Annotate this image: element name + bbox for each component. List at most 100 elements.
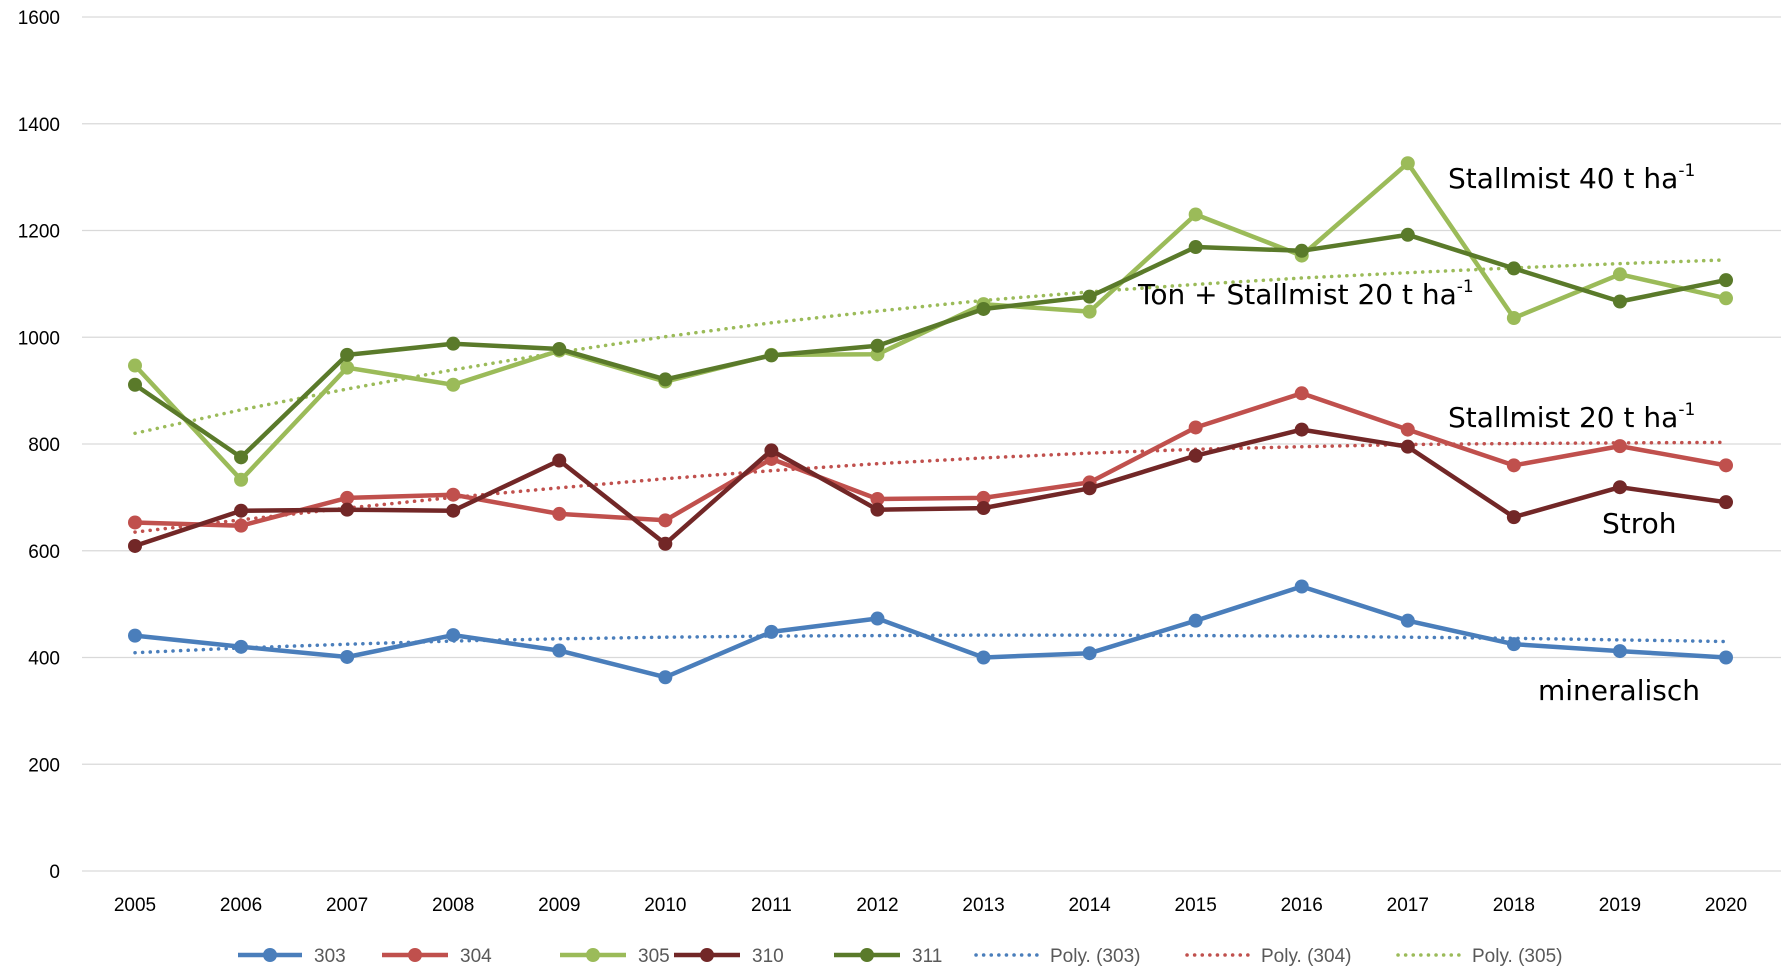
data-point: [234, 518, 249, 533]
data-point: [1506, 261, 1521, 276]
data-point: [1294, 386, 1309, 401]
x-tick-label: 2011: [751, 895, 792, 916]
data-point: [128, 538, 142, 553]
data-point: [340, 490, 355, 505]
data-point: [1612, 267, 1627, 282]
data-point: [1082, 481, 1097, 496]
data-point: [1082, 289, 1097, 304]
data-point: [1188, 207, 1203, 222]
data-point: [340, 649, 355, 664]
series-line: [134, 391, 1727, 528]
y-tick-label: 600: [28, 542, 60, 563]
data-point: [234, 639, 249, 654]
data-point: [764, 624, 779, 639]
x-tick-label: 2009: [538, 895, 580, 916]
data-point: [1188, 420, 1203, 435]
series-line: [134, 427, 1727, 549]
y-tick-label: 400: [28, 649, 60, 670]
x-tick-label: 2012: [856, 895, 898, 916]
legend-item-Poly. (303): Poly. (303): [974, 946, 1140, 967]
x-tick-label: 2016: [1281, 895, 1323, 916]
data-point: [128, 515, 142, 530]
data-point: [1400, 439, 1415, 454]
x-tick-label: 2010: [644, 895, 686, 916]
legend-item-305: 305: [560, 946, 670, 967]
data-point: [1294, 579, 1309, 594]
annotation-mineralisch: mineralisch: [1538, 674, 1700, 707]
data-point: [234, 503, 249, 518]
y-tick-label: 1200: [18, 222, 60, 243]
data-point: [1612, 294, 1627, 309]
x-tick-label: 2020: [1705, 895, 1747, 916]
data-point: [1188, 240, 1203, 255]
x-axis-ticks: 2005 2006 2007 2008 2009 2010 2011 2012 2013 2014…: [114, 895, 1747, 916]
x-tick-label: 2017: [1387, 895, 1429, 916]
data-point: [128, 358, 142, 373]
data-point: [1719, 495, 1733, 510]
y-tick-label: 200: [28, 755, 60, 776]
data-point: [128, 628, 142, 643]
trendline-6: [133, 440, 1728, 534]
trendline-7: [133, 258, 1728, 436]
data-point: [658, 372, 673, 387]
series-303: [128, 579, 1733, 685]
legend-marker: [586, 948, 600, 962]
data-point: [552, 453, 567, 468]
annotation-ton-stallmist-20: Ton + Stallmist 20 t ha-1: [1137, 277, 1474, 311]
x-tick-label: 2019: [1599, 895, 1641, 916]
annotation-stallmist-20: Stallmist 20 t ha-1: [1448, 400, 1695, 434]
data-point: [1294, 243, 1309, 258]
legend-item-303: 303: [238, 946, 346, 967]
data-point: [1294, 422, 1309, 437]
legend-item-Poly. (305): Poly. (305): [1396, 946, 1562, 967]
series-305: [128, 156, 1733, 487]
data-series: [128, 156, 1733, 685]
legend-marker: [700, 948, 714, 962]
y-tick-label: 0: [49, 862, 60, 883]
data-point: [1719, 273, 1733, 288]
series-310: [128, 422, 1733, 553]
x-tick-label: 2018: [1493, 895, 1535, 916]
data-point: [1082, 646, 1097, 661]
trendline-5: [133, 633, 1728, 655]
x-tick-label: 2008: [432, 895, 474, 916]
data-point: [658, 536, 673, 551]
legend-label: 310: [752, 946, 784, 967]
trendlines: [133, 258, 1728, 655]
data-point: [1506, 458, 1521, 473]
data-point: [128, 377, 142, 392]
series-311: [128, 227, 1733, 465]
data-point: [552, 341, 567, 356]
data-point: [870, 502, 885, 517]
legend-marker: [408, 948, 422, 962]
data-point: [658, 513, 673, 528]
legend-label: 303: [314, 946, 346, 967]
data-point: [870, 611, 885, 626]
data-point: [976, 301, 991, 316]
data-point: [1400, 422, 1415, 437]
data-point: [870, 491, 885, 506]
legend-label: 304: [460, 946, 492, 967]
x-tick-label: 2006: [220, 895, 262, 916]
data-point: [1612, 439, 1627, 454]
data-point: [976, 490, 991, 505]
y-tick-label: 800: [28, 435, 60, 456]
series-line: [134, 584, 1727, 680]
x-tick-label: 2007: [326, 895, 368, 916]
data-point: [1506, 311, 1521, 326]
data-point: [552, 506, 567, 521]
legend-marker: [860, 948, 874, 962]
data-point: [340, 347, 355, 362]
x-tick-label: 2015: [1175, 895, 1217, 916]
data-point: [1400, 227, 1415, 242]
y-tick-label: 1400: [18, 115, 60, 136]
data-point: [446, 487, 461, 502]
data-point: [976, 650, 991, 665]
legend-label: Poly. (304): [1261, 946, 1351, 967]
data-point: [1612, 480, 1627, 495]
x-tick-label: 2014: [1068, 895, 1111, 916]
data-point: [1506, 510, 1521, 525]
x-tick-label: 2013: [962, 895, 1004, 916]
data-point: [1719, 458, 1733, 473]
data-point: [1719, 650, 1733, 665]
